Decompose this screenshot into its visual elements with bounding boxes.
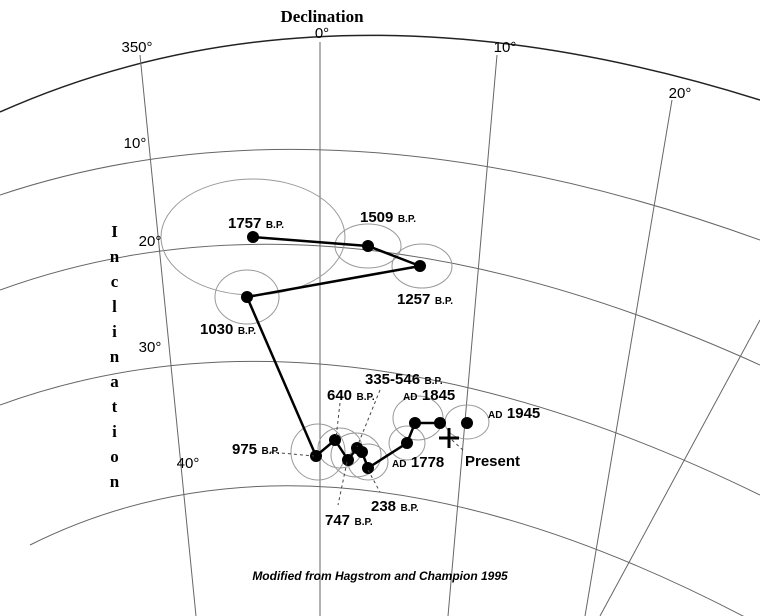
leader [451, 439, 466, 453]
outer-arc [0, 34, 760, 113]
leader [269, 451, 315, 457]
credit: Modified from Hagstrom and Champion 1995 [252, 569, 508, 583]
grid-line [599, 319, 760, 616]
point-label: 1509 B.P. [360, 209, 416, 226]
title: Declination [280, 7, 364, 26]
declination-label: 350° [121, 39, 152, 56]
leader [337, 461, 348, 506]
inclination-label: 20° [139, 233, 162, 250]
grid-line [139, 54, 197, 616]
point-label: AD 1945 [488, 405, 540, 422]
declination-label: 10° [494, 39, 517, 56]
grid-arc [0, 243, 760, 366]
point-label: 747 B.P. [325, 512, 373, 529]
leader [356, 389, 381, 448]
point-label: AD 1845 [403, 387, 455, 404]
point-label: 975 B.P. [232, 441, 280, 458]
grid-arc [29, 485, 744, 616]
point-label: 335-546 B.P. [365, 371, 443, 388]
point-label: 1030 B.P. [200, 321, 256, 338]
point-label: 640 B.P. [327, 387, 375, 404]
ellipse [388, 425, 426, 461]
grid-line [447, 54, 498, 616]
declination-label: 20° [669, 85, 692, 102]
point-label: AD 1778 [392, 454, 444, 471]
grid-arc [0, 148, 760, 241]
pole-path [245, 235, 440, 470]
point-label: 1257 B.P. [397, 291, 453, 308]
axis-label: Inclination [105, 222, 124, 497]
pole-points [241, 231, 473, 474]
inclination-label: 30° [139, 339, 162, 356]
inclination-label: 40° [177, 455, 200, 472]
present-label: Present [465, 453, 520, 470]
point-label: 1757 B.P. [228, 215, 284, 232]
declination-label: 0° [315, 25, 329, 42]
grid-arc [0, 360, 760, 496]
point-label: 238 B.P. [371, 498, 419, 515]
ellipse [290, 423, 346, 481]
leader [367, 469, 381, 493]
inclination-label: 10° [124, 135, 147, 152]
ellipse [214, 269, 280, 325]
ellipse [334, 223, 402, 269]
grid-line [584, 99, 673, 616]
ellipse [391, 243, 453, 289]
